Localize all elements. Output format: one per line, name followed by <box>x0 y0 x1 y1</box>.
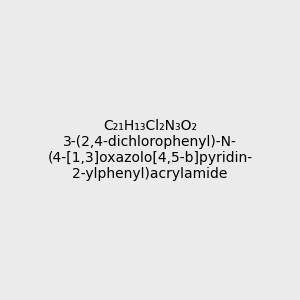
Text: C₂₁H₁₃Cl₂N₃O₂
3-(2,4-dichlorophenyl)-N-
(4-[1,3]oxazolo[4,5-b]pyridin-
2-ylpheny: C₂₁H₁₃Cl₂N₃O₂ 3-(2,4-dichlorophenyl)-N- … <box>47 119 253 181</box>
